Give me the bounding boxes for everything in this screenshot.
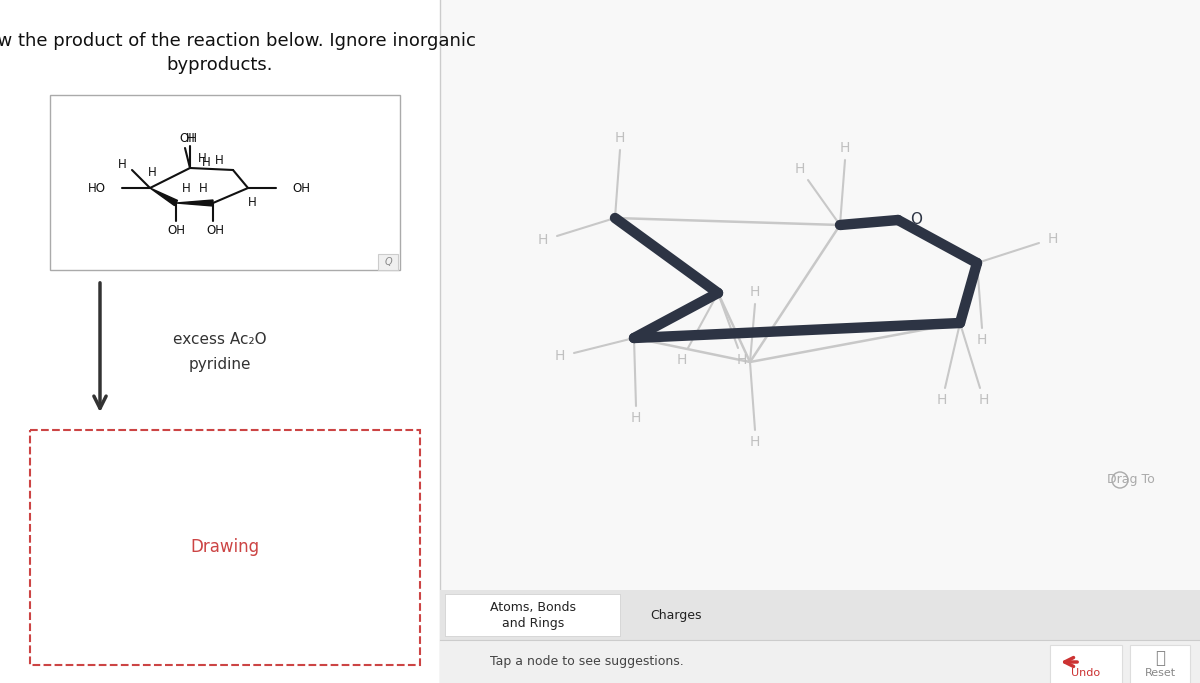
Bar [440,0,1200,683]
Bar [1130,645,1190,683]
Text: H: H [198,152,206,165]
Bar [626,594,726,636]
Text: H: H [750,435,760,449]
Text: H: H [186,132,194,145]
Text: HO: HO [88,182,106,195]
Text: H: H [677,353,688,367]
Text: H: H [977,333,988,347]
Text: H: H [118,158,126,171]
Text: H: H [750,285,760,299]
Text: H: H [148,165,156,178]
Bar [378,254,398,270]
Bar [0,0,440,683]
Text: Charges: Charges [650,609,702,622]
Text: pyridine: pyridine [188,357,251,372]
Text: Drawing: Drawing [191,538,259,556]
Text: H: H [631,411,641,425]
Text: Draw the product of the reaction below. Ignore inorganic
byproducts.: Draw the product of the reaction below. … [0,32,475,74]
Text: H: H [1048,232,1058,246]
Text: Undo: Undo [1072,668,1100,678]
Text: H: H [979,393,989,407]
Text: OH: OH [292,182,310,195]
Bar [440,640,1200,683]
Text: H: H [794,162,805,176]
Bar [440,590,1200,683]
Text: Reset: Reset [1145,668,1176,678]
Text: H: H [215,154,223,167]
Polygon shape [150,188,178,206]
Text: H: H [247,195,257,208]
Text: H: H [181,182,191,195]
Text: OH: OH [167,225,185,238]
Text: H: H [840,141,850,155]
Text: OH: OH [206,225,224,238]
Text: Drag To: Drag To [1108,473,1154,486]
Bar [30,430,420,665]
Bar [1050,645,1122,683]
Text: H: H [202,156,210,169]
Bar [50,95,400,270]
Text: H: H [614,131,625,145]
Text: excess Ac₂O: excess Ac₂O [173,333,266,348]
Text: 🗑: 🗑 [1154,649,1165,667]
Text: Atoms, Bonds
and Rings: Atoms, Bonds and Rings [490,602,576,630]
Text: Tap a node to see suggestions.: Tap a node to see suggestions. [490,656,684,669]
Text: O: O [910,212,922,227]
Text: H: H [199,182,208,195]
Text: H: H [538,233,548,247]
Polygon shape [176,200,214,206]
Text: H: H [554,349,565,363]
Text: OH: OH [179,132,197,145]
Text: H: H [937,393,947,407]
Text: Q: Q [384,257,392,267]
Bar [445,594,620,636]
Text: H: H [737,353,748,367]
